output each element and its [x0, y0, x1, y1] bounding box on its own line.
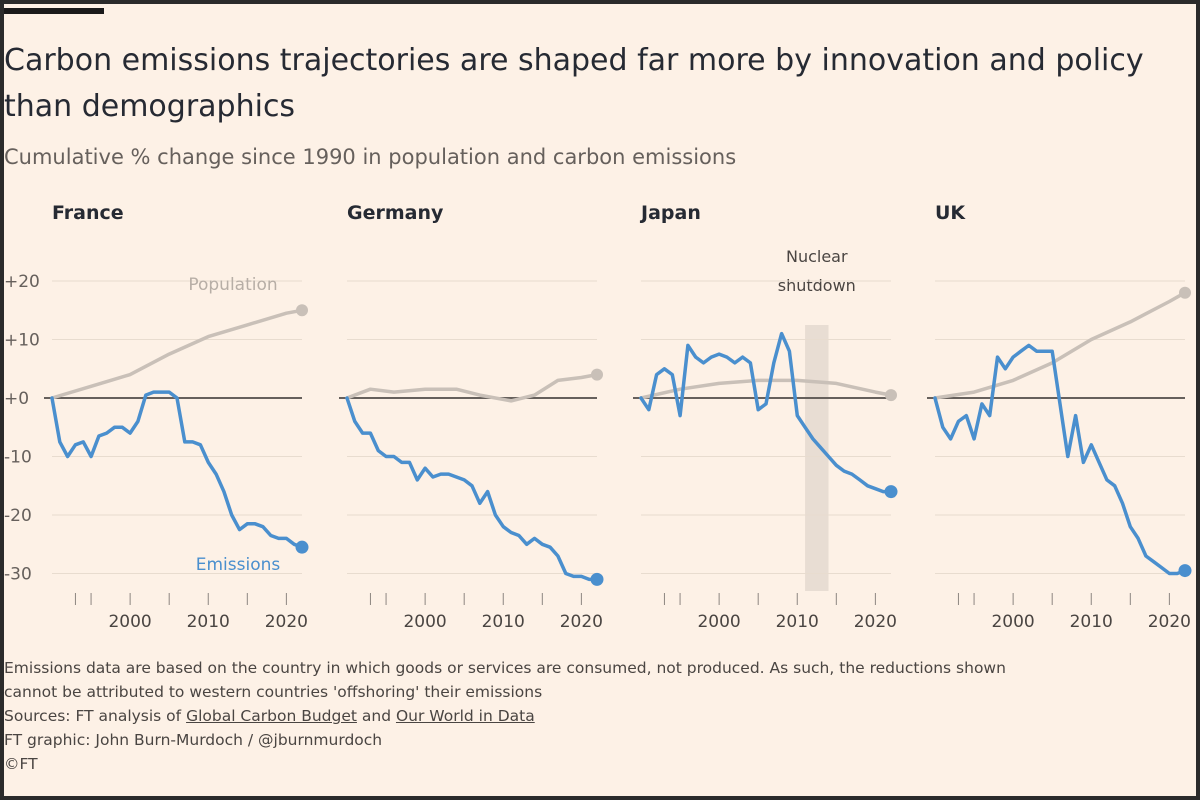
- x-tick-label: 2020: [560, 612, 603, 632]
- panel-france: France 2000 2010 2020 Population Emissions: [44, 202, 309, 632]
- chart-footer: Emissions data are based on the country …: [4, 656, 1196, 776]
- population-line-uk: [933, 290, 1187, 400]
- y-tick-label: +20: [4, 272, 40, 292]
- population-end-dot-france: [296, 304, 308, 317]
- x-tick-label: 2000: [991, 612, 1034, 632]
- y-tick-label: -10: [4, 448, 32, 468]
- x-tick-label: 2010: [776, 612, 819, 632]
- panel-japan: Japan Nuclear shutdown 2000 2010 2020: [633, 202, 898, 632]
- panel-title-germany: Germany: [347, 202, 444, 224]
- population-end-dot-germany: [591, 368, 603, 381]
- sources-and: and: [356, 707, 396, 725]
- x-tick-label: 2010: [482, 612, 525, 632]
- sources-prefix: Sources: FT analysis of: [4, 707, 187, 725]
- y-tick-label: +0: [4, 389, 29, 409]
- population-line-japan: [639, 378, 893, 400]
- emissions-line-uk: [933, 343, 1187, 576]
- footer-copyright: ©FT: [4, 755, 38, 773]
- chart-subtitle: Cumulative % change since 1990 in popula…: [4, 145, 737, 169]
- chart-title-line-2: than demographics: [4, 89, 296, 124]
- x-tick-label: 2020: [1148, 612, 1191, 632]
- x-tick-label: 2010: [1070, 612, 1113, 632]
- annotation-label-line-2: shutdown: [778, 276, 856, 295]
- footer-note-line-2: cannot be attributed to western countrie…: [4, 683, 543, 701]
- x-tick-label: 2000: [697, 612, 740, 632]
- y-tick-label: -20: [4, 506, 32, 526]
- panel-title-uk: UK: [935, 202, 966, 224]
- x-tick-label: 2020: [854, 612, 897, 632]
- population-end-dot-japan: [885, 389, 897, 402]
- y-tick-label: -30: [4, 565, 32, 585]
- x-tick-label: 2020: [265, 612, 308, 632]
- population-end-dot-uk: [1179, 286, 1191, 299]
- chart-title-line-1: Carbon emissions trajectories are shaped…: [4, 43, 1144, 78]
- emissions-line-japan: [639, 331, 893, 494]
- population-label: Population: [188, 275, 277, 295]
- emissions-line-france: [50, 390, 304, 549]
- y-tick-label: +10: [4, 331, 40, 351]
- emissions-label: Emissions: [196, 555, 281, 575]
- x-tick-label: 2010: [187, 612, 230, 632]
- footer-sources: Sources: FT analysis of Global Carbon Bu…: [4, 704, 1196, 728]
- chart-title: Carbon emissions trajectories are shaped…: [4, 38, 1196, 130]
- panel-title-france: France: [52, 202, 124, 224]
- footer-note-line-1: Emissions data are based on the country …: [4, 659, 1006, 677]
- brand-top-bar: [4, 8, 104, 14]
- emissions-line-germany: [345, 396, 599, 582]
- source-link-global-carbon-budget[interactable]: Global Carbon Budget: [186, 707, 357, 725]
- emissions-end-dot-uk: [1178, 564, 1192, 578]
- population-line-france: [50, 308, 304, 400]
- panel-title-japan: Japan: [639, 202, 701, 224]
- x-tick-label: 2000: [108, 612, 151, 632]
- emissions-end-dot-germany: [590, 572, 604, 586]
- panel-uk: UK 2000 2010 2020: [927, 202, 1192, 632]
- emissions-end-dot-france: [295, 540, 309, 554]
- nuclear-shutdown-shade: [805, 325, 829, 591]
- footer-credit: FT graphic: John Burn-Murdoch / @jburnmu…: [4, 731, 383, 749]
- emissions-end-dot-japan: [884, 485, 898, 499]
- x-tick-label: 2000: [403, 612, 446, 632]
- population-line-germany: [345, 372, 599, 403]
- annotation-label-line-1: Nuclear: [786, 247, 848, 266]
- source-link-our-world-in-data[interactable]: Our World in Data: [395, 707, 535, 725]
- panel-germany: Germany 2000 2010 2020: [339, 202, 604, 632]
